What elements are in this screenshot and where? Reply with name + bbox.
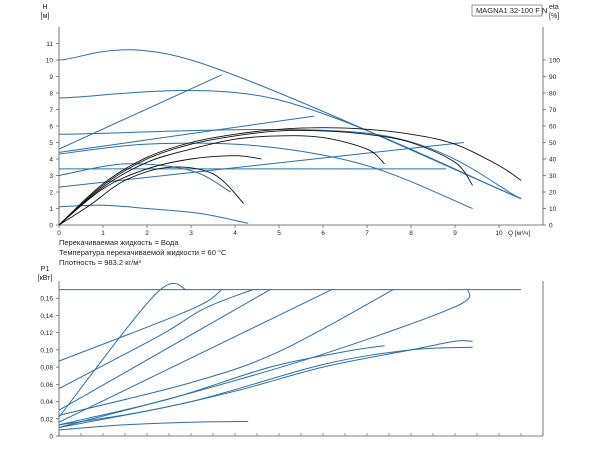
head-curve-10 [58,204,249,224]
y-tick-label: 6 [49,124,53,131]
x-tick-label: 2 [145,230,149,237]
y2-tick-label: 40 [549,157,557,164]
y-tick-label: 7 [49,107,53,114]
y-tick-label: 4 [49,157,53,164]
y-axis-label: P1 [41,266,50,273]
power-curve-11 [58,340,473,426]
x-tick-label: 8 [409,230,413,237]
model-label-box [471,4,543,17]
y-tick-label: 3 [49,173,53,180]
power-curve-5 [58,289,271,411]
x-tick-label: 10 [495,230,503,237]
efficiency-curve-2 [58,155,262,226]
y-axis-unit: [кВт] [38,275,53,282]
power-curve-3 [58,289,253,390]
y-tick-label: 0 [49,223,53,230]
y2-tick-label: 70 [549,107,557,114]
head-curve-9 [58,163,231,193]
y-tick-label: 0,12 [40,330,53,337]
efficiency-curve-1 [58,166,245,226]
x-axis-label: Q [м³/ч] [508,230,530,237]
y-tick-label: 5 [49,140,53,147]
x-tick-label: 5 [277,230,281,237]
y-tick-label: 11 [46,41,53,48]
efficiency-curve-4 [58,129,473,226]
y-tick-label: 0,04 [40,399,53,406]
y-tick-label: 0,02 [40,416,53,423]
y2-tick-label: 90 [549,74,557,81]
model-label: MAGNA1 32-100 F N [476,6,547,15]
power-curve-4 [58,282,187,418]
y-tick-label: 0,08 [40,365,53,372]
y-tick-label: 10 [46,58,54,65]
power-curve-7 [58,289,394,416]
y2-tick-label: 60 [549,124,557,131]
y-tick-label: 0,06 [40,382,53,389]
head-curve-4 [58,74,223,150]
y-tick-label: 0,16 [40,296,53,303]
head-curve-2 [58,89,522,200]
y2-tick-label: 50 [549,140,557,147]
medium-density-line: Плотность = 983.2 кг/м³ [59,258,141,267]
power-curve-6 [58,289,333,423]
medium-temperature-line: Температура перекачиваемой жидкости = 60… [59,248,227,257]
x-tick-label: 1 [101,230,105,237]
efficiency-curve-5 [58,127,522,226]
x-tick-label: 6 [321,230,325,237]
power-curve-2 [58,289,223,362]
power-curve-12 [58,420,249,431]
y2-tick-label: 100 [549,58,560,65]
y2-axis-label: eta [549,4,559,11]
head-curve-3 [58,129,522,200]
y2-tick-label: 20 [549,190,557,197]
head-curve-8 [58,142,473,209]
y-axis-label: H [42,4,47,11]
power-panel: 0 0,02 0,04 0,06 0,08 0,10 0,12 0,14 0,16 P1 [кВт] [38,266,544,441]
medium-fluid-line: Перекачиваемая жидкость = Вода [59,238,179,247]
y2-tick-label: 80 [549,91,557,98]
head-curve-6 [58,142,464,188]
x-tick-label: 4 [233,230,237,237]
x-tick-label: 3 [189,230,193,237]
y-tick-label: 0,10 [40,347,53,354]
y-axis-unit: [м] [41,13,50,20]
y-tick-label: 8 [49,91,53,98]
y-tick-label: 9 [49,74,53,81]
x-tick-label: 7 [365,230,369,237]
y-tick-label: 0 [49,434,53,441]
y-tick-label: 1 [49,206,53,213]
x-tick-label: 9 [453,230,457,237]
y-tick-label: 0,14 [40,313,53,320]
y2-tick-label: 10 [549,206,557,213]
power-curve-9 [58,345,385,426]
efficiency-curve-3 [58,135,385,226]
x-tick-label: 0 [57,230,61,237]
head-curve-7 [58,115,315,153]
y2-tick-label: 30 [549,173,557,180]
y2-axis-unit: [%] [549,13,559,20]
y2-tick-label: 0 [549,223,553,230]
y-tick-label: 2 [49,190,53,197]
